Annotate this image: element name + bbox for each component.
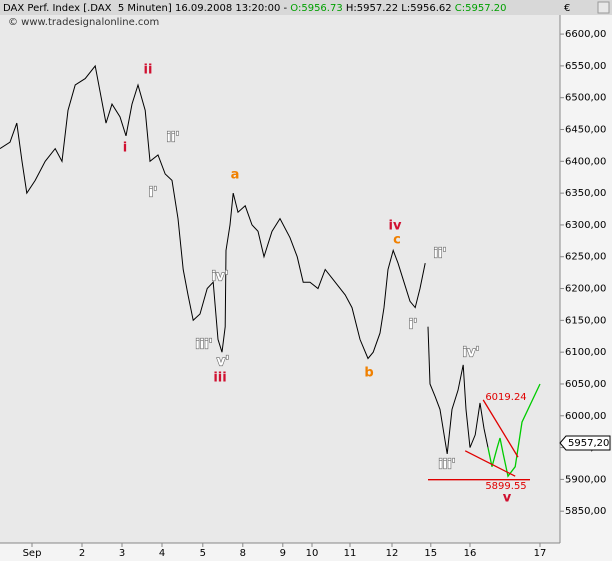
wave-label: iv' xyxy=(463,346,480,361)
wave-label: i' xyxy=(409,318,417,333)
wave-label: i xyxy=(123,141,127,156)
price-line xyxy=(487,383,541,478)
last-price-label: 5957,20 xyxy=(568,438,609,449)
wave-label: ii' xyxy=(167,131,180,146)
y-tick-label: 6300,00 xyxy=(565,220,606,231)
x-tick-label: 9 xyxy=(280,548,286,559)
x-tick-label: 8 xyxy=(240,548,246,559)
x-tick-label: 16 xyxy=(464,548,477,559)
wave-label: a xyxy=(231,168,240,183)
y-tick-label: 6600,00 xyxy=(565,29,606,40)
wave-label: iii xyxy=(213,371,226,386)
header-text: DAX Perf. Index [.DAX 5 Minuten] 16.09.2… xyxy=(3,3,290,14)
y-tick-label: 6100,00 xyxy=(565,347,606,358)
currency: € xyxy=(564,3,570,14)
watermark: © www.tradesignalonline.com xyxy=(8,17,159,28)
wave-label: b xyxy=(364,366,373,381)
wave-label: iii' xyxy=(438,458,455,473)
y-tick-label: 6150,00 xyxy=(565,315,606,326)
x-tick-label: 2 xyxy=(79,548,85,559)
plot-area xyxy=(0,15,560,543)
wave-label: ii' xyxy=(434,247,447,262)
wave-label: v xyxy=(503,491,512,506)
header-bar xyxy=(0,0,612,15)
close-button[interactable] xyxy=(597,1,610,14)
x-tick-label: Sep xyxy=(23,548,42,559)
y-tick-label: 6500,00 xyxy=(565,93,606,104)
wave-label: c xyxy=(393,233,401,248)
x-tick-label: 3 xyxy=(119,548,125,559)
x-tick-label: 5 xyxy=(200,548,206,559)
last-price-box xyxy=(559,435,611,451)
y-tick-label: 6550,00 xyxy=(565,61,606,72)
price-line xyxy=(464,450,516,477)
wave-label: i' xyxy=(149,186,157,201)
wave-label: iv' xyxy=(212,270,229,285)
x-tick-label: 17 xyxy=(534,548,547,559)
y-tick-label: 6400,00 xyxy=(565,156,606,167)
y-tick-label: 5900,00 xyxy=(565,474,606,485)
header-text: H:5957.22 L:5956.62 xyxy=(343,3,455,14)
y-tick-label: 6250,00 xyxy=(565,252,606,263)
wave-label: 6019.24 xyxy=(485,392,526,403)
y-tick-label: 6200,00 xyxy=(565,284,606,295)
wave-label: 5899.55 xyxy=(485,481,526,492)
x-tick-label: 12 xyxy=(386,548,399,559)
price-line xyxy=(0,64,489,454)
x-tick-label: 10 xyxy=(306,548,319,559)
y-tick-label: 6000,00 xyxy=(565,411,606,422)
y-tick-label: 6050,00 xyxy=(565,379,606,390)
x-tick-label: 15 xyxy=(424,548,437,559)
price-line xyxy=(482,399,519,458)
wave-label: iii' xyxy=(195,338,212,353)
header-text: O:5956.73 xyxy=(290,3,342,14)
y-tick-label: 5850,00 xyxy=(565,506,606,517)
y-tick-label: 6350,00 xyxy=(565,188,606,199)
y-tick-label: 6450,00 xyxy=(565,125,606,136)
wave-label: ii xyxy=(144,63,153,78)
header-text: C:5957.20 xyxy=(455,3,507,14)
x-tick-label: 4 xyxy=(159,548,165,559)
wave-label: v' xyxy=(217,355,229,370)
x-tick-label: 11 xyxy=(344,548,357,559)
wave-label: iv xyxy=(389,219,402,234)
